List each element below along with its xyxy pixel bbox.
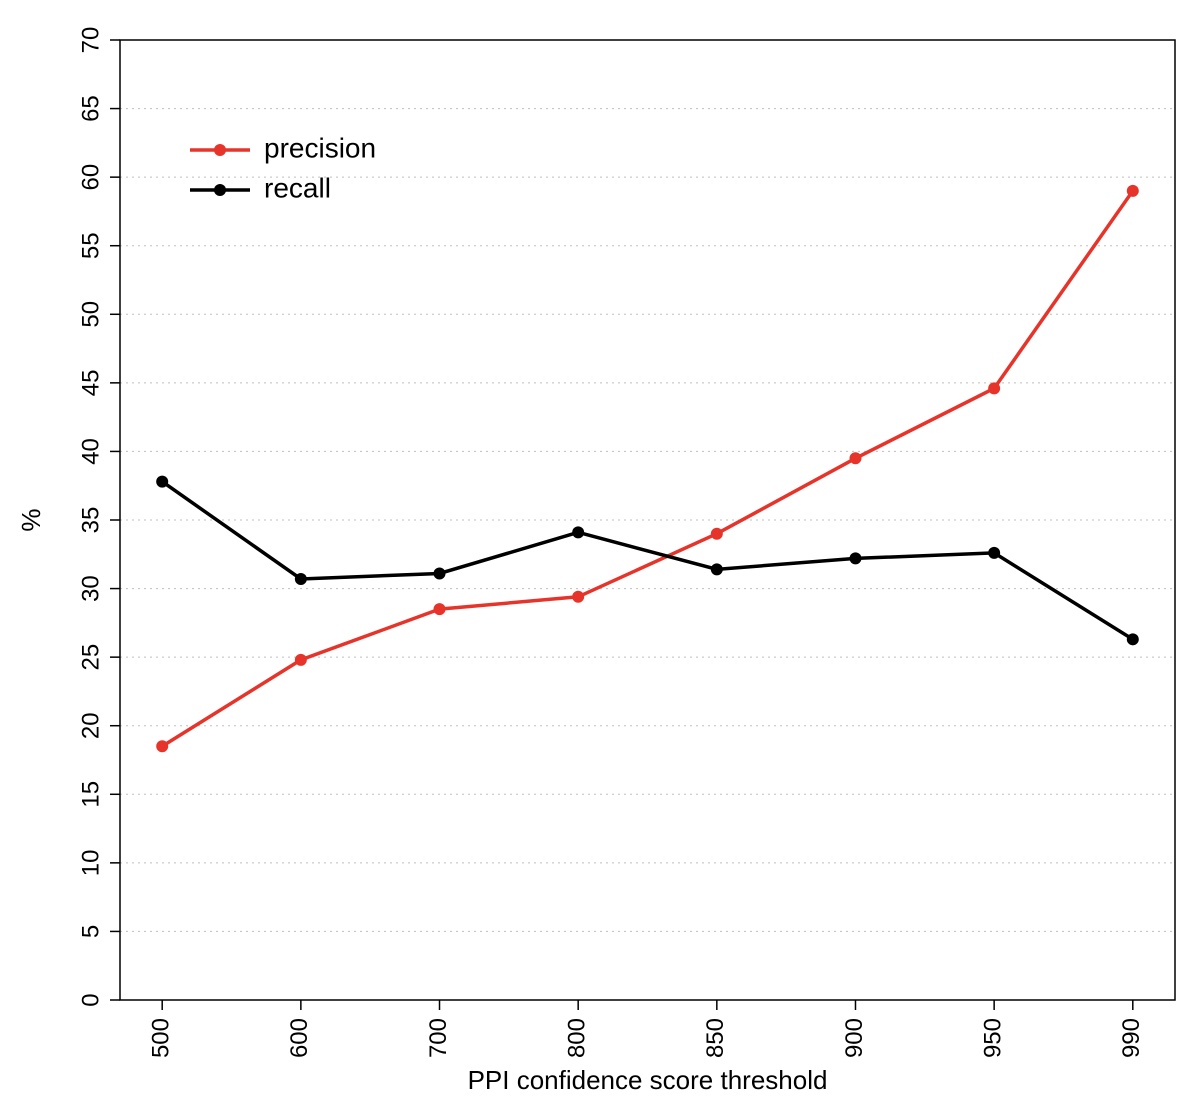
chart-background <box>0 0 1200 1107</box>
legend-marker-recall <box>214 184 226 196</box>
series-marker-recall <box>988 547 1000 559</box>
series-marker-recall <box>572 526 584 538</box>
series-marker-precision <box>572 591 584 603</box>
x-tick-label: 800 <box>564 1018 591 1058</box>
y-tick-label: 30 <box>77 575 104 602</box>
y-tick-label: 5 <box>77 925 104 938</box>
y-tick-label: 70 <box>77 27 104 54</box>
series-marker-precision <box>849 452 861 464</box>
y-tick-label: 20 <box>77 712 104 739</box>
series-marker-recall <box>434 567 446 579</box>
y-tick-label: 40 <box>77 438 104 465</box>
legend-marker-precision <box>214 144 226 156</box>
y-axis-title: % <box>16 508 46 531</box>
series-marker-recall <box>711 563 723 575</box>
x-tick-label: 700 <box>425 1018 452 1058</box>
line-chart: 0 5 10 15 20 25 30 35 40 45 50 55 60 65 70% 500 600 700 80… <box>0 0 1200 1107</box>
chart-container: 0 5 10 15 20 25 30 35 40 45 50 55 60 65 70% 500 600 700 80… <box>0 0 1200 1107</box>
x-tick-label: 850 <box>702 1018 729 1058</box>
legend-label-precision: precision <box>264 132 376 163</box>
series-marker-recall <box>156 476 168 488</box>
series-marker-recall <box>1127 633 1139 645</box>
y-tick-label: 60 <box>77 164 104 191</box>
series-marker-precision <box>988 382 1000 394</box>
series-marker-precision <box>156 740 168 752</box>
series-marker-precision <box>434 603 446 615</box>
y-tick-label: 55 <box>77 232 104 259</box>
series-marker-precision <box>1127 185 1139 197</box>
y-tick-label: 50 <box>77 301 104 328</box>
y-tick-label: 25 <box>77 644 104 671</box>
y-tick-label: 15 <box>77 781 104 808</box>
legend-label-recall: recall <box>264 172 331 203</box>
y-tick-label: 65 <box>77 95 104 122</box>
series-marker-precision <box>295 654 307 666</box>
x-tick-label: 900 <box>841 1018 868 1058</box>
y-tick-label: 45 <box>77 370 104 397</box>
x-axis-title: PPI confidence score threshold <box>468 1065 828 1095</box>
x-tick-label: 990 <box>1118 1018 1145 1058</box>
y-tick-label: 0 <box>77 993 104 1006</box>
y-tick-label: 35 <box>77 507 104 534</box>
x-tick-label: 500 <box>148 1018 175 1058</box>
series-marker-recall <box>295 573 307 585</box>
x-tick-label: 950 <box>979 1018 1006 1058</box>
series-marker-recall <box>849 552 861 564</box>
x-tick-label: 600 <box>286 1018 313 1058</box>
series-marker-precision <box>711 528 723 540</box>
y-tick-label: 10 <box>77 850 104 877</box>
